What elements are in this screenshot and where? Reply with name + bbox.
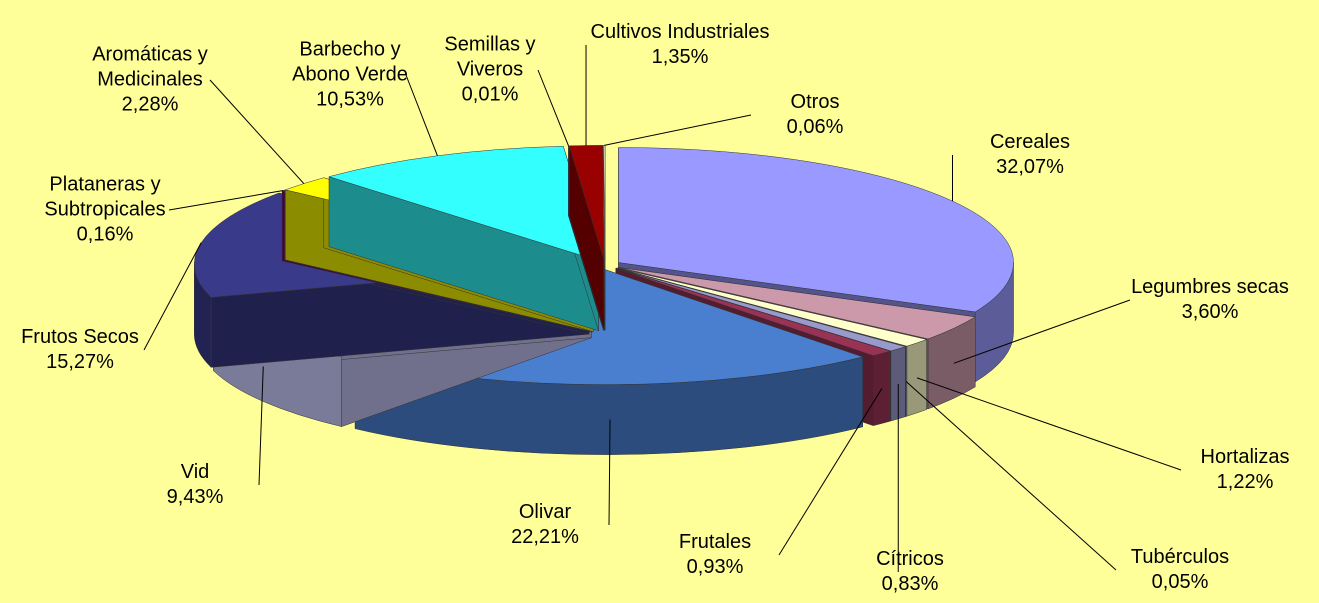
slice-top xyxy=(615,268,892,356)
slice-label: Tubérculos 0,05% xyxy=(1100,545,1260,595)
slice-label: Barbecho y Abono Verde 10,53% xyxy=(280,38,420,113)
value-label: 9,43% xyxy=(166,486,224,508)
slice-label: Frutos Secos 15,27% xyxy=(0,325,160,375)
leader-line xyxy=(168,190,284,211)
category-name: Frutos Secos xyxy=(21,326,139,348)
leader-line xyxy=(905,381,1117,571)
slice-label: Cereales 32,07% xyxy=(930,130,1130,180)
value-label: 3,60% xyxy=(1181,301,1239,323)
category-name: Plataneras y Subtropicales xyxy=(44,173,166,221)
value-label: 1,35% xyxy=(651,46,709,68)
slice-label: Hortalizas 1,22% xyxy=(1165,445,1319,495)
category-name: Cultivos Industriales xyxy=(590,21,770,43)
leader-line xyxy=(537,69,569,147)
slice-top xyxy=(568,145,605,261)
value-label: 0,93% xyxy=(686,556,744,578)
value-label: 0,05% xyxy=(1151,571,1209,593)
slice-wall xyxy=(906,339,927,417)
category-name: Barbecho y Abono Verde xyxy=(292,38,408,86)
category-name: Hortalizas xyxy=(1200,446,1290,468)
leader-line xyxy=(604,114,752,146)
leader-line xyxy=(405,74,438,156)
slice-label: Cultivos Industriales 1,35% xyxy=(560,20,800,70)
value-label: 0,06% xyxy=(786,116,844,138)
slice-label: Otros 0,06% xyxy=(735,90,895,140)
leader-line xyxy=(258,366,264,486)
category-name: Semillas y Viveros xyxy=(444,33,536,81)
slice-label: Cítricos 0,83% xyxy=(830,547,990,597)
slice-label: Legumbres secas 3,60% xyxy=(1110,275,1310,325)
value-label: 0,16% xyxy=(76,223,134,246)
category-name: Legumbres secas xyxy=(1131,276,1289,298)
leader-line xyxy=(916,377,1182,471)
slice-top xyxy=(618,147,1014,313)
category-name: Cereales xyxy=(989,131,1071,153)
slice-label: Olivar 22,21% xyxy=(465,500,625,550)
slice-top xyxy=(616,268,907,352)
value-label: 1,22% xyxy=(1216,471,1274,493)
value-label: 32,07% xyxy=(996,156,1064,178)
value-label: 0,01% xyxy=(461,83,519,106)
leader-line xyxy=(778,388,883,556)
slice-label: Vid 9,43% xyxy=(115,460,275,510)
value-label: 2,28% xyxy=(121,93,179,116)
slice-label: Semillas y Viveros 0,01% xyxy=(430,33,550,108)
value-label: 22,21% xyxy=(511,526,579,548)
slice-label: Plataneras y Subtropicales 0,16% xyxy=(25,173,185,248)
category-name: Olivar xyxy=(518,501,572,523)
slice-top xyxy=(618,267,976,340)
value-label: 15,27% xyxy=(46,351,114,373)
category-name: Cítricos xyxy=(876,548,944,570)
category-name: Otros xyxy=(790,91,840,113)
slice-label: Frutales 0,93% xyxy=(635,530,795,580)
value-label: 10,53% xyxy=(316,88,384,111)
leader-line xyxy=(143,242,202,351)
leader-line xyxy=(608,419,611,526)
category-name: Tubérculos xyxy=(1130,546,1230,568)
leader-line xyxy=(953,299,1131,364)
leader-line xyxy=(209,79,305,184)
category-name: Frutales xyxy=(678,531,752,553)
category-name: Vid xyxy=(180,461,210,483)
category-name: Aromáticas y Medicinales xyxy=(92,43,208,91)
slice xyxy=(568,145,605,331)
value-label: 0,83% xyxy=(881,573,939,595)
slice-label: Aromáticas y Medicinales 2,28% xyxy=(75,43,225,118)
